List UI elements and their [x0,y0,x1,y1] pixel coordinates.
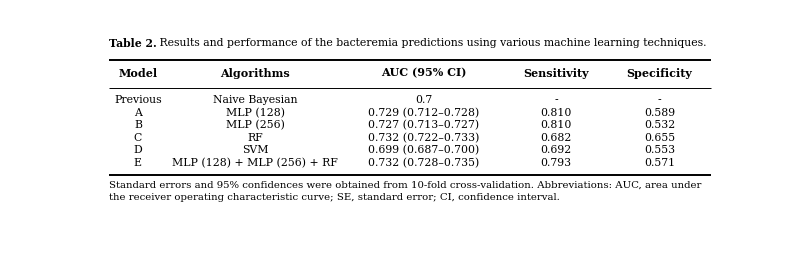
Text: MLP (128): MLP (128) [226,108,285,118]
Text: Sensitivity: Sensitivity [523,68,589,79]
Text: -: - [658,95,662,105]
Text: 0.571: 0.571 [644,158,675,168]
Text: 0.732 (0.722–0.733): 0.732 (0.722–0.733) [368,133,479,143]
Text: Results and performance of the bacteremia predictions using various machine lear: Results and performance of the bacteremi… [156,38,706,48]
Text: 0.699 (0.687–0.700): 0.699 (0.687–0.700) [368,145,479,155]
Text: -: - [554,95,558,105]
Text: 0.727 (0.713–0.727): 0.727 (0.713–0.727) [368,120,479,131]
Text: MLP (256): MLP (256) [226,120,285,131]
Text: Algorithms: Algorithms [220,68,290,79]
Text: 0.810: 0.810 [540,120,571,130]
Text: 0.655: 0.655 [644,133,675,143]
Text: 0.729 (0.712–0.728): 0.729 (0.712–0.728) [368,108,479,118]
Text: 0.532: 0.532 [644,120,675,130]
Text: 0.732 (0.728–0.735): 0.732 (0.728–0.735) [368,158,479,168]
Text: 0.793: 0.793 [540,158,571,168]
Text: D: D [134,145,142,155]
Text: Specificity: Specificity [626,68,693,79]
Text: E: E [134,158,142,168]
Text: 0.692: 0.692 [540,145,571,155]
Text: 0.589: 0.589 [644,108,675,118]
Text: B: B [134,120,142,130]
Text: 0.553: 0.553 [644,145,675,155]
Text: 0.810: 0.810 [540,108,571,118]
Text: 0.7: 0.7 [415,95,432,105]
Text: 0.682: 0.682 [540,133,571,143]
Text: Model: Model [118,68,158,79]
Text: AUC (95% CI): AUC (95% CI) [381,68,466,79]
Text: Standard errors and 95% confidences were obtained from 10-fold cross-validation.: Standard errors and 95% confidences were… [110,180,702,202]
Text: Previous: Previous [114,95,162,105]
Text: Naive Bayesian: Naive Bayesian [213,95,298,105]
Text: RF: RF [247,133,263,143]
Text: Table 2.: Table 2. [110,38,157,49]
Text: A: A [134,108,142,118]
Text: MLP (128) + MLP (256) + RF: MLP (128) + MLP (256) + RF [172,158,338,168]
Text: SVM: SVM [242,145,268,155]
Text: C: C [134,133,142,143]
